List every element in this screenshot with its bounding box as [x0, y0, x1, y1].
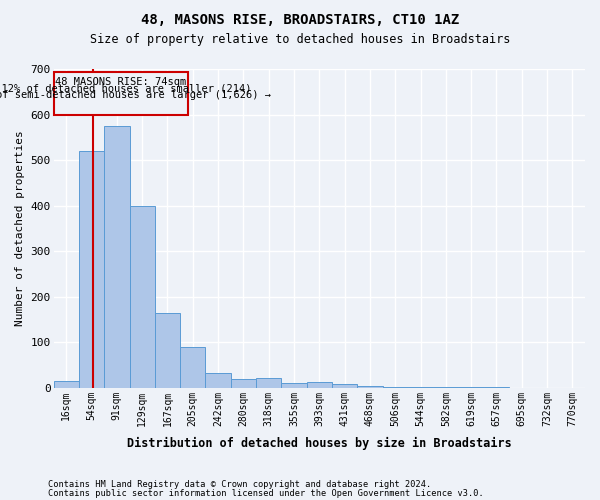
Text: ← 12% of detached houses are smaller (214): ← 12% of detached houses are smaller (21… [0, 84, 252, 94]
Text: Size of property relative to detached houses in Broadstairs: Size of property relative to detached ho… [90, 32, 510, 46]
Text: 48 MASONS RISE: 74sqm: 48 MASONS RISE: 74sqm [55, 76, 186, 86]
Bar [357, 386, 383, 388]
Bar [53, 381, 79, 388]
Bar [408, 387, 433, 388]
Text: Contains HM Land Registry data © Crown copyright and database right 2024.: Contains HM Land Registry data © Crown c… [48, 480, 431, 489]
Bar [307, 382, 332, 388]
Bar [281, 383, 307, 388]
Y-axis label: Number of detached properties: Number of detached properties [15, 130, 25, 326]
Text: 88% of semi-detached houses are larger (1,626) →: 88% of semi-detached houses are larger (… [0, 90, 271, 101]
X-axis label: Distribution of detached houses by size in Broadstairs: Distribution of detached houses by size … [127, 437, 512, 450]
Bar [104, 126, 130, 388]
Text: Contains public sector information licensed under the Open Government Licence v3: Contains public sector information licen… [48, 488, 484, 498]
Text: 48, MASONS RISE, BROADSTAIRS, CT10 1AZ: 48, MASONS RISE, BROADSTAIRS, CT10 1AZ [141, 12, 459, 26]
Bar [53, 72, 188, 114]
Bar [180, 347, 205, 388]
Bar [383, 387, 408, 388]
Bar [332, 384, 357, 388]
Bar [256, 378, 281, 388]
Bar [79, 151, 104, 388]
Bar [155, 312, 180, 388]
Bar [231, 378, 256, 388]
Bar [130, 206, 155, 388]
Bar [205, 373, 231, 388]
